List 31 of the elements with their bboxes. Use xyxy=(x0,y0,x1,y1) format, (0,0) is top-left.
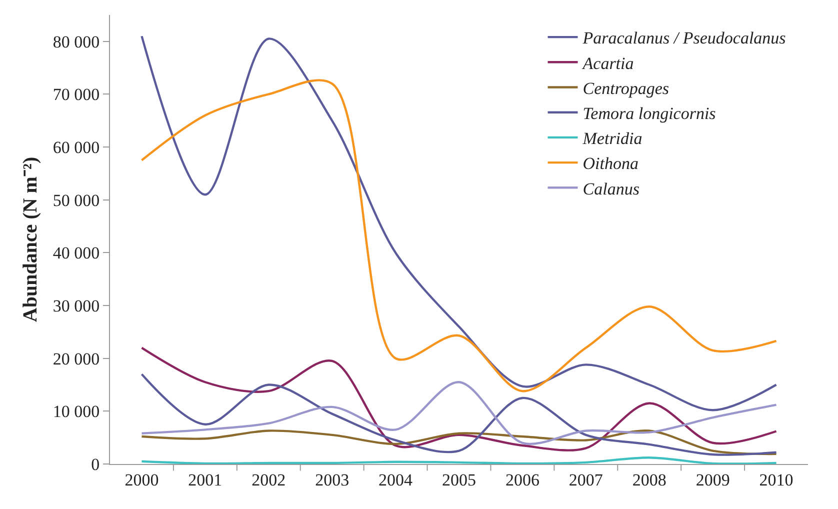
x-tick-label: 2006 xyxy=(505,470,540,490)
y-tick-label: 30 000 xyxy=(52,296,100,316)
line-series xyxy=(140,381,778,445)
y-tick-label: 80 000 xyxy=(52,32,100,52)
y-tick-label: 0 xyxy=(91,454,100,474)
x-tick-label: 2010 xyxy=(759,470,794,490)
x-tick-label: 2001 xyxy=(188,470,222,490)
x-tick-label: 2009 xyxy=(696,470,730,490)
x-tick-label: 2002 xyxy=(252,470,286,490)
legend-label: Metridia xyxy=(582,129,642,148)
line-series xyxy=(140,373,778,456)
legend-label: Acartia xyxy=(582,54,634,73)
x-tick-label: 2003 xyxy=(315,470,350,490)
x-tick-label: 2005 xyxy=(442,470,476,490)
x-tick-label: 2008 xyxy=(632,470,666,490)
y-tick-label: 60 000 xyxy=(52,138,100,158)
x-tick-label: 2004 xyxy=(378,470,414,490)
y-axis-title: Abundance (N m⁻²) xyxy=(19,156,42,322)
x-tick-label: 2007 xyxy=(568,470,604,490)
y-tick-label: 20 000 xyxy=(52,349,100,368)
x-tick-label: 2000 xyxy=(124,470,159,490)
legend-label: Temora longicornis xyxy=(582,104,716,123)
legend-label: Oithona xyxy=(582,154,638,174)
legend-label: Centropages xyxy=(582,78,670,98)
line-series xyxy=(140,429,778,456)
legend-label: Paracalanus / Pseudocalanus xyxy=(582,28,786,48)
y-tick-label: 50 000 xyxy=(52,190,100,210)
y-tick-label: 10 000 xyxy=(52,402,100,422)
y-tick-label: 70 000 xyxy=(52,85,100,104)
legend-label: Calanus xyxy=(582,179,640,198)
y-tick-label: 40 000 xyxy=(52,244,100,263)
